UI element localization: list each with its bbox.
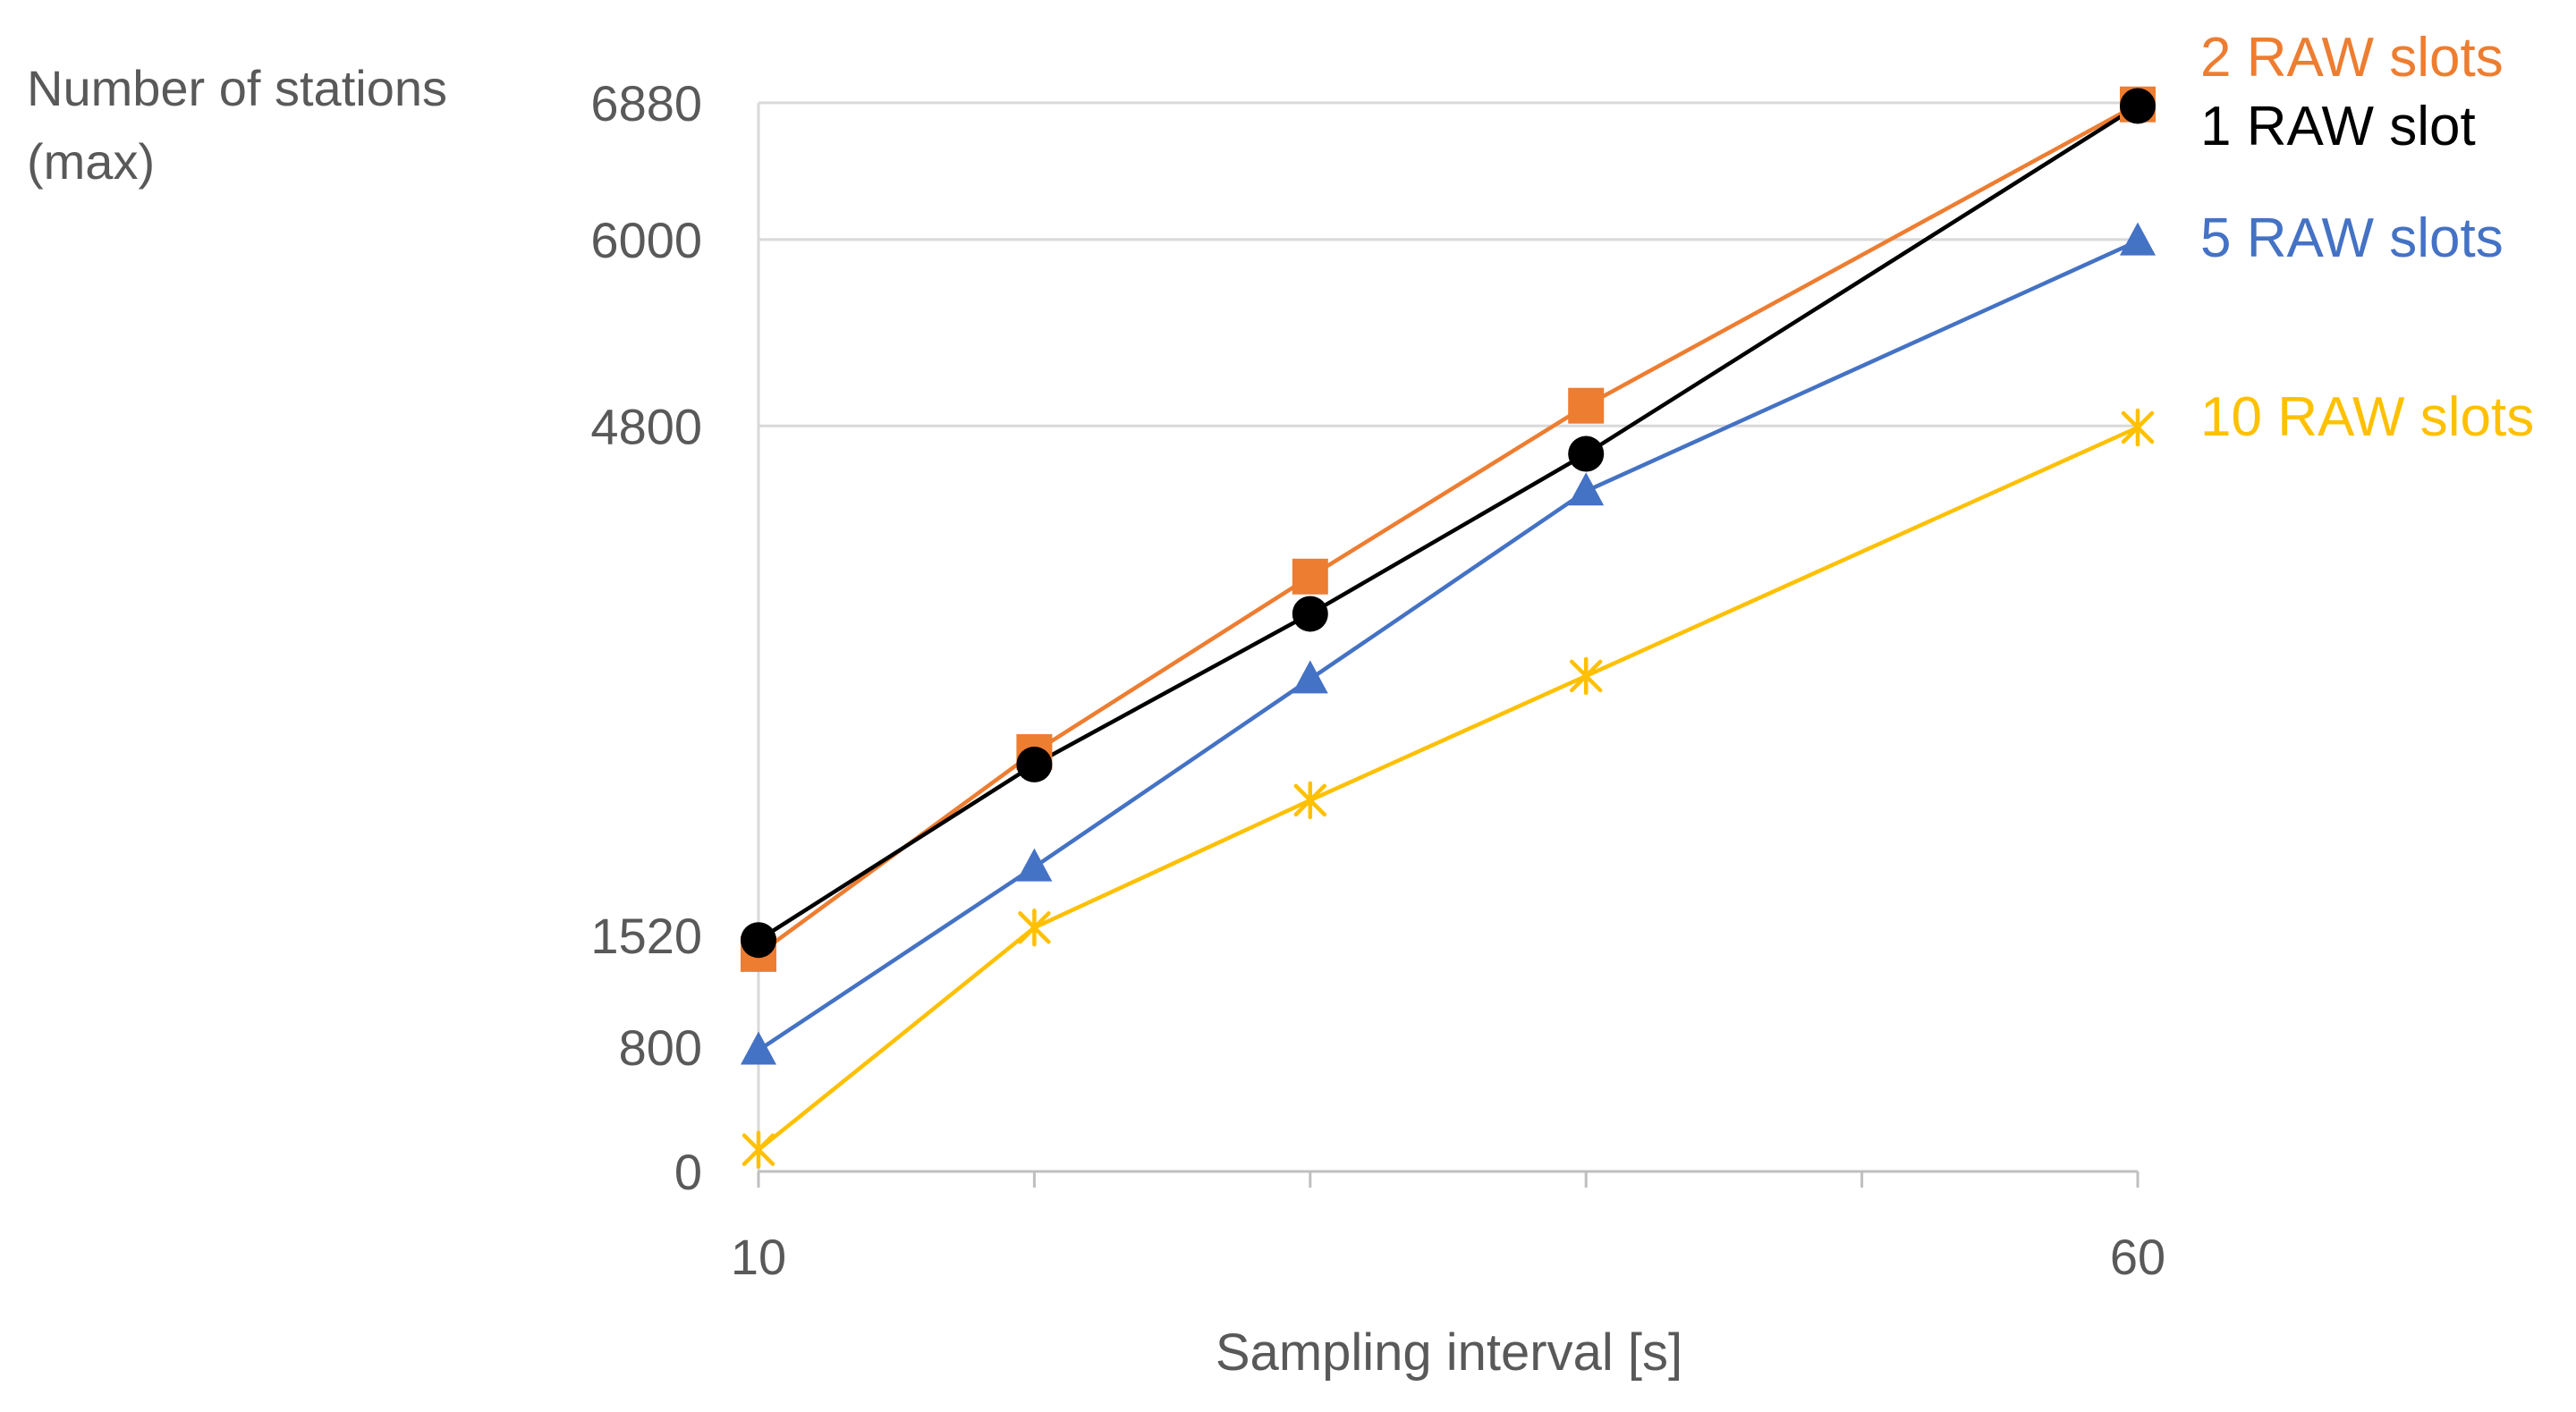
y-tick-label: 1520 xyxy=(590,908,702,964)
series-line-2-raw-slots xyxy=(757,102,2140,956)
legend: 2 RAW slots 1 RAW slot 5 RAW slots 10 RAW s… xyxy=(2200,27,2534,448)
data-point-10-raw-slots xyxy=(741,1130,775,1169)
data-point-5-raw-slots xyxy=(2120,222,2156,256)
series-line-5-raw-slots xyxy=(757,239,2139,1053)
x-tick-label: 10 xyxy=(731,1229,786,1285)
x-tick-label: 60 xyxy=(2110,1229,2165,1285)
y-tick-label: 0 xyxy=(674,1144,702,1200)
data-point-1-raw-slot xyxy=(1016,746,1053,782)
data-point-10-raw-slots xyxy=(1569,656,1603,696)
data-point-1-raw-slot xyxy=(1292,596,1328,632)
series-lines xyxy=(757,102,2140,1152)
legend-2-raw-slots: 2 RAW slots xyxy=(2200,27,2504,89)
axes xyxy=(757,103,2140,1188)
data-point-1-raw-slot xyxy=(741,922,776,959)
data-point-10-raw-slots xyxy=(1018,909,1051,947)
data-point-5-raw-slots xyxy=(1568,472,1605,506)
data-point-10-raw-slots xyxy=(1293,781,1327,820)
x-axis-label: Sampling interval [s] xyxy=(1216,1323,1682,1382)
legend-1-raw-slot: 1 RAW slot xyxy=(2200,96,2476,157)
series-line-1-raw-slot xyxy=(757,104,2140,943)
y-axis-label-unit: (max) xyxy=(27,133,155,190)
data-point-2-raw-slots xyxy=(1568,387,1605,424)
y-tick-label: 6000 xyxy=(590,212,702,268)
data-point-1-raw-slot xyxy=(1568,435,1605,472)
series-markers xyxy=(741,86,2156,1169)
data-point-5-raw-slots xyxy=(1016,848,1053,882)
y-tick-label: 800 xyxy=(619,1019,702,1076)
gridlines xyxy=(758,101,2138,427)
y-axis-label: Number of stations xyxy=(27,60,447,116)
tick-labels: 0 800 1520 4800 6000 6880 10 60 xyxy=(590,75,2165,1285)
data-point-5-raw-slots xyxy=(1292,660,1328,694)
data-point-1-raw-slot xyxy=(2120,88,2156,124)
data-point-10-raw-slots xyxy=(2121,408,2155,447)
legend-5-raw-slots: 5 RAW slots xyxy=(2200,207,2504,269)
data-point-5-raw-slots xyxy=(741,1031,776,1065)
y-tick-label: 6880 xyxy=(590,75,702,131)
legend-10-raw-slots: 10 RAW slots xyxy=(2200,386,2534,448)
y-tick-label: 4800 xyxy=(590,398,702,454)
data-point-2-raw-slots xyxy=(1292,558,1328,595)
